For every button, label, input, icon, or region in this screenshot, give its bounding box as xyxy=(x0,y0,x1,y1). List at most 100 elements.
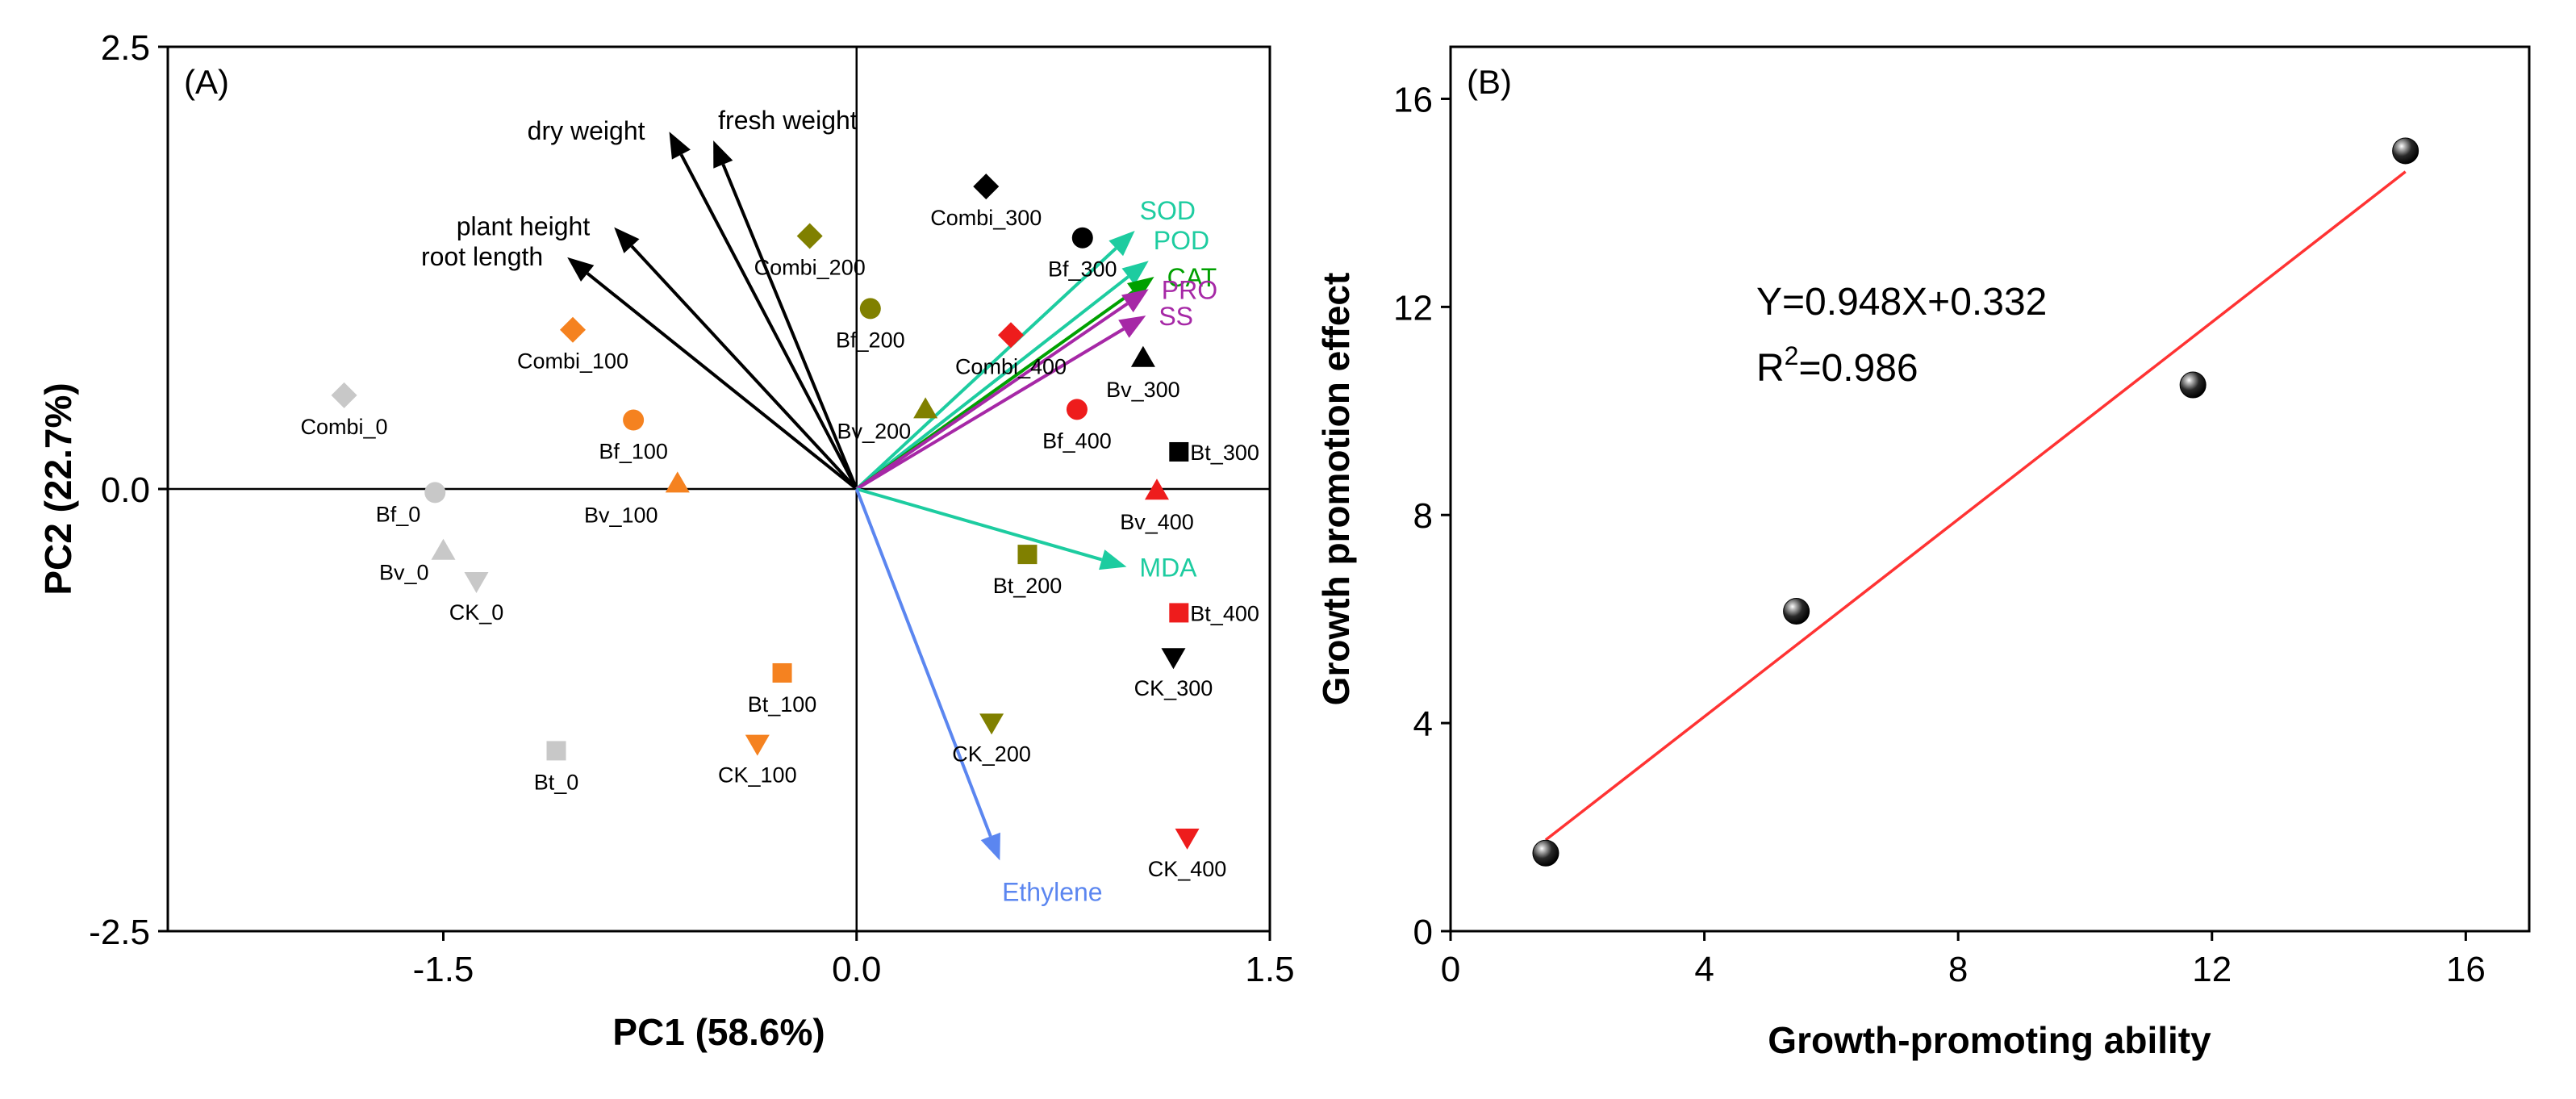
sample-point-bf-100 xyxy=(623,409,645,431)
loading-arrow-pod xyxy=(855,275,1129,491)
x-tick-label-a: 0.0 xyxy=(832,950,881,989)
loading-label-fresh-weight: fresh weight xyxy=(718,106,858,135)
sample-label-bf-400: Bf_400 xyxy=(1042,428,1112,453)
loading-arrow-sod xyxy=(855,247,1117,491)
sample-point-bv-400 xyxy=(1144,478,1169,500)
plot-frame-b xyxy=(1449,45,2531,933)
sample-label-bf-200: Bf_200 xyxy=(836,328,905,352)
sample-label-combi-300: Combi_300 xyxy=(930,206,1042,230)
r2-value: =0.986 xyxy=(1798,347,1918,390)
y-tick-label-a: 0.0 xyxy=(101,470,150,510)
sample-label-combi-0: Combi_0 xyxy=(301,415,388,439)
sample-label-ck-100: CK_100 xyxy=(718,763,797,788)
loading-arrow-fresh-weight xyxy=(721,164,858,490)
sample-point-bf-300 xyxy=(1071,227,1093,249)
data-point-b xyxy=(1532,839,1559,867)
loading-arrow-plant-height xyxy=(630,244,858,491)
sample-point-combi-100 xyxy=(560,316,587,343)
x-tick-label-a: -1.5 xyxy=(413,950,474,989)
x-tick-label-b: 16 xyxy=(2446,950,2486,989)
sample-point-bt-300 xyxy=(1169,441,1189,462)
tick-labels-a: -1.5 0.0 1.5 -2.5 0.0 2.5 xyxy=(89,28,1294,989)
sample-point-ck-100 xyxy=(745,734,770,756)
loading-label-ethylene: Ethylene xyxy=(1002,877,1103,906)
sample-label-ck-400: CK_400 xyxy=(1148,857,1227,881)
sample-point-ck-0 xyxy=(464,571,489,593)
sample-point-combi-300 xyxy=(973,173,1000,200)
loading-label-sod: SOD xyxy=(1140,196,1196,225)
x-axis-title-b: Growth-promoting ability xyxy=(1768,1019,2211,1061)
loading-label-root-length: root length xyxy=(421,242,543,271)
y-tick-label-a: -2.5 xyxy=(89,913,150,952)
loading-label-ss: SS xyxy=(1159,302,1193,331)
loading-arrowhead-root-length xyxy=(567,257,595,282)
sample-point-ck-300 xyxy=(1161,648,1186,670)
loading-label-dry-weight: dry weight xyxy=(528,116,645,145)
x-tick-label-b: 4 xyxy=(1694,950,1714,989)
sample-label-bv-200: Bv_200 xyxy=(837,419,912,443)
sample-label-combi-200: Combi_200 xyxy=(754,256,866,280)
sample-points xyxy=(331,173,1200,850)
sample-label-ck-300: CK_300 xyxy=(1134,676,1213,700)
sample-label-bt-200: Bt_200 xyxy=(993,574,1063,598)
x-tick-label-b: 12 xyxy=(2192,950,2232,989)
axis-ticks-b xyxy=(1441,97,2467,941)
sample-label-bv-0: Bv_0 xyxy=(379,561,429,585)
r2-letter: R xyxy=(1756,347,1785,390)
sample-point-bf-0 xyxy=(424,482,446,504)
loading-arrow-mda xyxy=(856,487,1103,562)
loading-label-cat: CAT xyxy=(1167,263,1217,292)
y-tick-label-b: 4 xyxy=(1413,704,1433,744)
x-tick-label-a: 1.5 xyxy=(1245,950,1294,989)
loading-arrowhead-fresh-weight xyxy=(713,140,733,169)
sample-point-bv-300 xyxy=(1130,345,1155,367)
sample-label-bt-0: Bt_0 xyxy=(534,770,579,794)
sample-label-bt-300: Bt_300 xyxy=(1190,441,1259,465)
sample-point-bt-100 xyxy=(772,662,792,683)
sample-label-bt-400: Bt_400 xyxy=(1190,601,1259,625)
sample-point-combi-400 xyxy=(997,322,1024,349)
x-tick-label-b: 0 xyxy=(1441,950,1460,989)
loading-arrowhead-sod xyxy=(1108,230,1135,257)
y-tick-label-a: 2.5 xyxy=(101,28,150,68)
y-tick-label-b: 8 xyxy=(1413,496,1433,536)
loading-arrowhead-pod xyxy=(1121,261,1149,286)
regression-line xyxy=(1544,170,2407,842)
data-point-b xyxy=(2179,371,2207,399)
loading-arrowhead-mda xyxy=(1099,550,1127,570)
loading-label-pod: POD xyxy=(1154,226,1209,255)
sample-label-bv-400: Bv_400 xyxy=(1120,510,1194,534)
sample-point-bf-400 xyxy=(1066,399,1088,420)
loading-arrow-root-length xyxy=(586,272,858,491)
sample-label-combi-100: Combi_100 xyxy=(517,349,628,374)
loading-arrow-ethylene xyxy=(854,488,992,838)
data-points-b xyxy=(1532,137,2419,867)
loading-arrows xyxy=(567,132,1154,861)
sample-point-bf-200 xyxy=(859,298,881,320)
loading-label-pro: PRO xyxy=(1162,275,1217,304)
sample-label-bv-300: Bv_300 xyxy=(1106,378,1180,402)
regression-panel: 0 4 8 12 16 0 4 8 12 16 (B) Y=0.948X+0.332 R2=0.9… xyxy=(1315,45,2531,1061)
sample-point-bv-200 xyxy=(913,397,938,419)
sample-label-ck-0: CK_0 xyxy=(449,600,504,625)
sample-point-ck-400 xyxy=(1175,828,1200,850)
sample-label-bv-100: Bv_100 xyxy=(584,503,658,527)
r2-exponent: 2 xyxy=(1785,341,1799,370)
loading-arrowhead-plant-height xyxy=(614,227,640,253)
loading-label-mda: MDA xyxy=(1139,553,1197,582)
loading-arrow-ss xyxy=(855,327,1125,491)
sample-point-bt-200 xyxy=(1017,545,1037,565)
y-axis-title-b: Growth promotion effect xyxy=(1315,273,1357,706)
y-tick-label-b: 16 xyxy=(1393,80,1433,119)
sample-label-ck-200: CK_200 xyxy=(952,742,1031,766)
y-axis-title-a: PC2 (22.7%) xyxy=(37,382,79,595)
sample-labels: Combi_0 Bf_0 Bv_0 CK_0 Bt_0 Combi_100 Bf_100 Bv… xyxy=(301,206,1259,881)
x-axis-title-a: PC1 (58.6%) xyxy=(612,1011,825,1053)
sample-point-combi-0 xyxy=(331,382,357,408)
pca-biplot-panel: Combi_0 Bf_0 Bv_0 CK_0 Bt_0 Combi_100 Bf_100 Bv… xyxy=(37,28,1295,1053)
sample-label-bt-100: Bt_100 xyxy=(748,692,817,717)
sample-point-bv-0 xyxy=(431,538,456,560)
loading-arrowhead-dry-weight xyxy=(669,132,691,160)
